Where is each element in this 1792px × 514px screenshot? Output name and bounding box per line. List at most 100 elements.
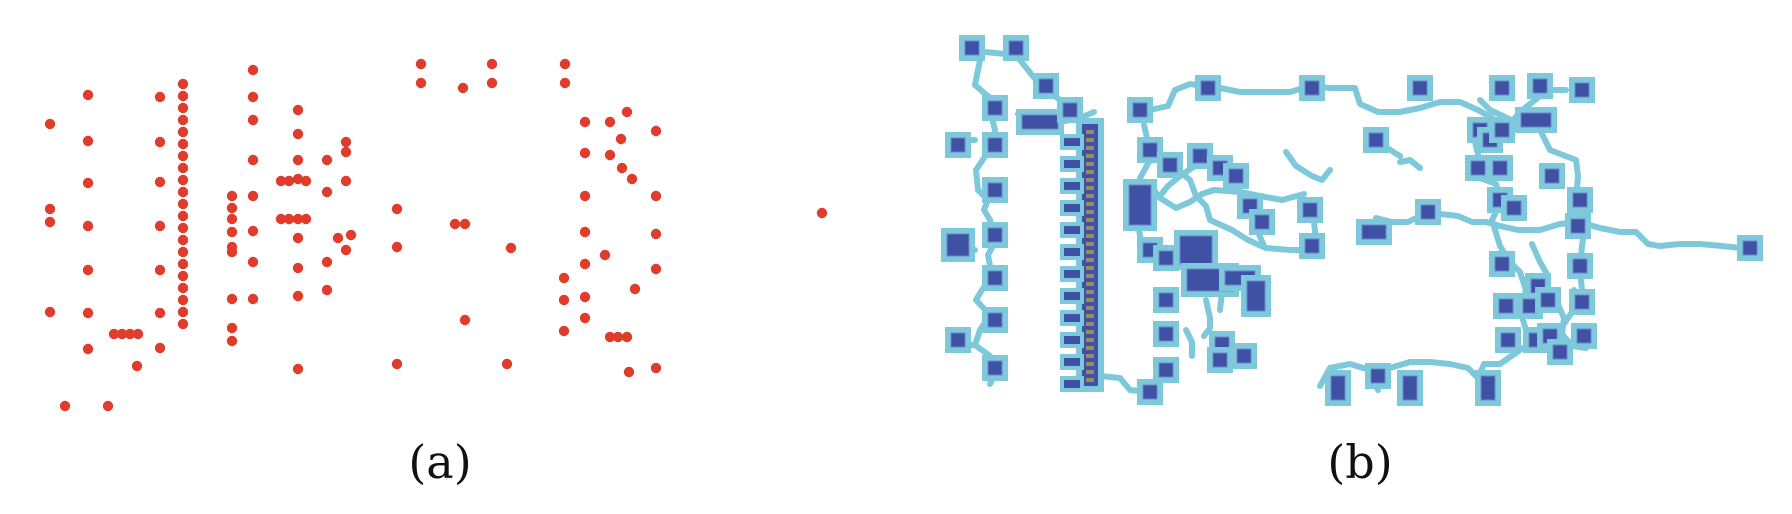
- scatter-point: [650, 362, 662, 374]
- pad: [1370, 368, 1386, 384]
- scatter-point: [599, 249, 611, 261]
- component-stripe: [1086, 274, 1094, 278]
- scatter-point: [177, 150, 189, 162]
- component-stripe: [1086, 202, 1094, 206]
- scatter-point: [558, 325, 570, 337]
- pad: [987, 312, 1003, 328]
- scatter-point: [247, 256, 259, 268]
- pad: [1574, 294, 1590, 310]
- pad: [1368, 132, 1384, 148]
- scatter-point: [579, 258, 591, 270]
- scatter-point: [579, 226, 591, 238]
- scatter-point: [177, 210, 189, 222]
- component-stripe: [1086, 130, 1094, 134]
- scatter-point: [505, 242, 517, 254]
- scatter-point: [177, 258, 189, 270]
- scatter-point: [82, 89, 94, 101]
- scatter-point: [340, 244, 352, 256]
- scatter-point: [82, 177, 94, 189]
- component-tap: [1060, 178, 1084, 194]
- pad: [1192, 148, 1208, 164]
- scatter-point: [275, 213, 287, 225]
- pad: [1402, 375, 1418, 401]
- scatter-point: [154, 342, 166, 354]
- component-tap: [1060, 266, 1084, 282]
- pad: [1162, 157, 1178, 173]
- scatter-point: [292, 173, 304, 185]
- scatter-point: [275, 175, 287, 187]
- scatter-point: [226, 226, 238, 238]
- pad: [1128, 184, 1152, 226]
- pad: [1572, 192, 1588, 208]
- caption-b: (b): [1327, 435, 1392, 489]
- scatter-point: [292, 363, 304, 375]
- scatter-point: [177, 198, 189, 210]
- component-stripe: [1086, 178, 1094, 182]
- scatter-point: [226, 190, 238, 202]
- pad: [946, 233, 970, 257]
- component-tap: [1060, 156, 1084, 172]
- scatter-point: [321, 154, 333, 166]
- pad: [964, 40, 980, 56]
- pad: [1494, 256, 1510, 272]
- pad: [987, 360, 1003, 376]
- routing-trace: [1147, 182, 1307, 211]
- scatter-point: [154, 264, 166, 276]
- scatter-point: [415, 77, 427, 89]
- pad: [987, 270, 1003, 286]
- scatter-point: [154, 307, 166, 319]
- scatter-point: [124, 328, 136, 340]
- scatter-point: [247, 225, 259, 237]
- scatter-point: [621, 331, 633, 343]
- routing-trace: [1317, 359, 1481, 389]
- scatter-point: [340, 175, 352, 187]
- component-stripe: [1086, 306, 1094, 310]
- pad: [987, 100, 1003, 116]
- scatter-point: [226, 213, 238, 225]
- component-stripe: [1086, 154, 1094, 158]
- scatter-point: [459, 314, 471, 326]
- scatter-point: [177, 222, 189, 234]
- panel-a-scatter: [44, 58, 828, 412]
- pad: [1142, 142, 1158, 158]
- pad: [1480, 375, 1496, 401]
- component-stripe: [1086, 354, 1094, 358]
- scatter-point: [340, 146, 352, 158]
- component-stripe: [1086, 194, 1094, 198]
- scatter-point: [292, 213, 304, 225]
- scatter-point: [321, 186, 333, 198]
- scatter-point: [177, 138, 189, 150]
- scatter-point: [177, 306, 189, 318]
- scatter-point: [177, 114, 189, 126]
- scatter-point: [486, 58, 498, 70]
- scatter-point: [604, 149, 616, 161]
- component-stripe: [1086, 282, 1094, 286]
- scatter-point: [579, 190, 591, 202]
- scatter-point: [501, 358, 513, 370]
- scatter-point: [44, 203, 56, 215]
- scatter-point: [82, 220, 94, 232]
- scatter-point: [226, 293, 238, 305]
- component-stripe: [1086, 218, 1094, 222]
- pad: [987, 137, 1003, 153]
- scatter-point: [616, 162, 628, 174]
- scatter-point: [226, 322, 238, 334]
- scatter-point: [132, 328, 144, 340]
- scatter-point: [623, 366, 635, 378]
- scatter-point: [558, 294, 570, 306]
- scatter-point: [332, 232, 344, 244]
- component-stripe: [1086, 186, 1094, 190]
- pad: [1540, 292, 1556, 308]
- pad: [1498, 298, 1514, 314]
- pad: [1158, 326, 1174, 342]
- pad: [950, 332, 966, 348]
- pad: [1228, 168, 1244, 184]
- pad: [1532, 78, 1548, 94]
- component-stripe: [1086, 266, 1094, 270]
- scatter-point: [300, 213, 312, 225]
- pad: [1570, 218, 1586, 234]
- pad: [1742, 240, 1758, 256]
- scatter-point: [154, 220, 166, 232]
- scatter-point: [650, 263, 662, 275]
